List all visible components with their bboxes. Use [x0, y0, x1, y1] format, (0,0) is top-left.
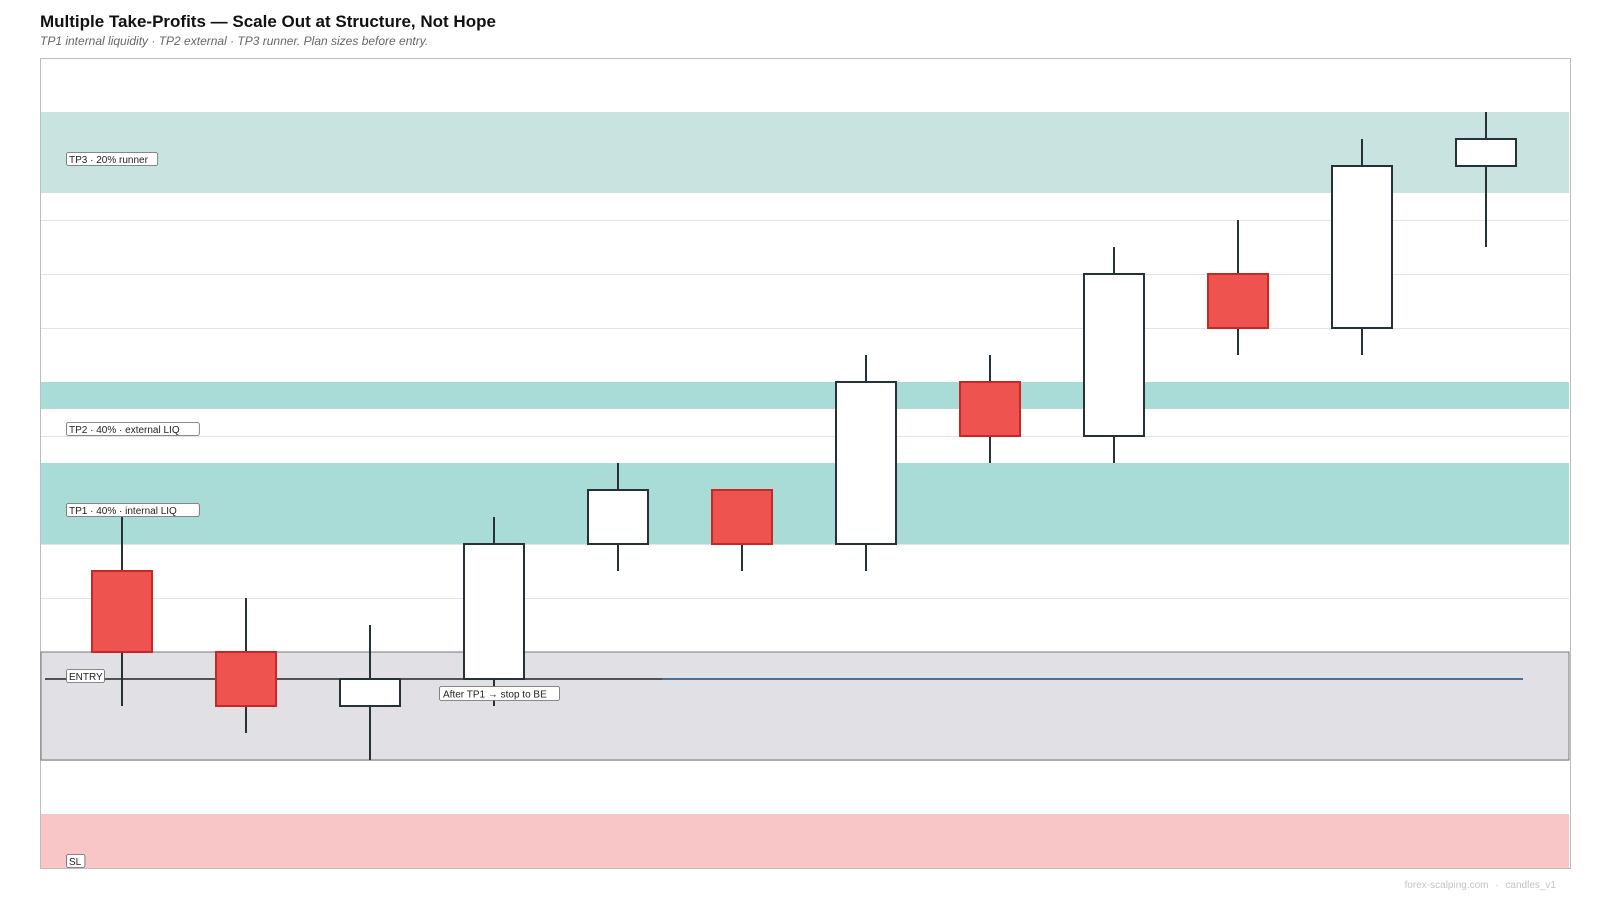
candle-body-bear — [215, 651, 277, 707]
candle-body-bull — [463, 543, 525, 680]
footer-version: candles_v1 — [1505, 880, 1556, 891]
candle-body-bear — [959, 381, 1021, 437]
zone-label: TP1 · 40% · internal LIQ — [66, 503, 200, 517]
zone-label-text: SL — [69, 857, 82, 868]
candle-body-bear — [711, 489, 773, 545]
candle — [1331, 139, 1393, 355]
zone-label: TP3 · 20% runner — [66, 152, 159, 166]
footer-separator: · — [1495, 880, 1499, 891]
candle — [1455, 112, 1517, 247]
candle — [587, 463, 649, 571]
label-layer: TP3 · 20% runner TP2 · 40% · external LIQ… — [66, 152, 560, 868]
annotation-text: After TP1 → stop to BE — [443, 690, 547, 701]
chart-subtitle: TP1 internal liquidity · TP2 external · … — [40, 34, 429, 48]
candle-body-bear — [91, 570, 153, 653]
candle-body-bull — [339, 678, 401, 707]
zone-tp — [41, 382, 1569, 409]
zone-label: TP2 · 40% · external LIQ — [66, 422, 200, 436]
zone-label-box — [66, 422, 200, 436]
candle-layer — [91, 112, 1517, 760]
zone-label-box — [66, 152, 159, 166]
candle-body-bull — [1083, 273, 1145, 437]
zone-label-box — [66, 854, 86, 868]
candle-body-bull — [1331, 165, 1393, 329]
annotation-box — [439, 686, 560, 701]
footer-site: forex-scalping.com — [1404, 880, 1489, 891]
candle — [339, 625, 401, 760]
candle-body-bull — [1455, 138, 1517, 167]
candle — [711, 489, 773, 571]
candle — [91, 517, 153, 706]
candle — [1083, 247, 1145, 463]
candle-body-bear — [1207, 273, 1269, 329]
zone-entry — [40, 651, 1570, 761]
zone-sl — [41, 814, 1569, 868]
zone-tp3 — [41, 112, 1569, 193]
footer-watermark: forex-scalping.com · candles_v1 — [1401, 880, 1556, 891]
chart-title: Multiple Take-Profits — Scale Out at Str… — [40, 12, 496, 31]
annotation: After TP1 → stop to BE — [439, 686, 560, 701]
zone-tp — [41, 463, 1569, 544]
candle — [959, 355, 1021, 463]
candle-body-bull — [835, 381, 897, 545]
candle-body-bull — [587, 489, 649, 545]
zone-label-text: TP2 · 40% · external LIQ — [69, 425, 180, 436]
candle — [463, 517, 525, 706]
candle — [1207, 220, 1269, 355]
candle — [215, 598, 277, 733]
zone-label-text: TP3 · 20% runner — [69, 155, 149, 166]
candle — [835, 355, 897, 571]
zone-label-text: TP1 · 40% · internal LIQ — [69, 506, 177, 517]
entry-label-text: ENTRY — [69, 672, 103, 683]
zone-label-box — [66, 503, 200, 517]
entry-label-box — [66, 669, 105, 683]
zone-label: SL — [66, 854, 86, 868]
zone-layer — [40, 112, 1570, 868]
entry-label: ENTRY — [66, 669, 105, 683]
